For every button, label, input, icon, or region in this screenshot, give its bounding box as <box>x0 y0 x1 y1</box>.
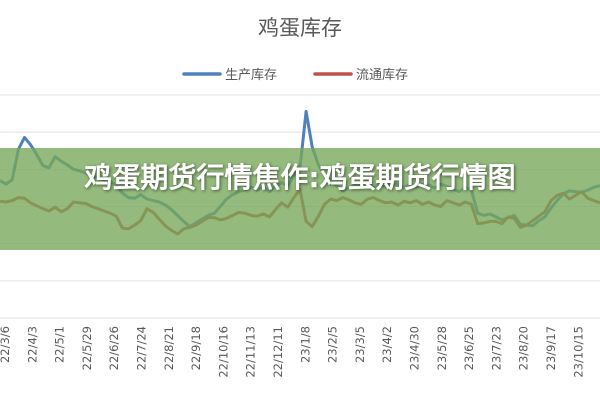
x-tick-label: 23/9/17 <box>544 326 558 370</box>
x-tick-label: 23/5/28 <box>435 326 449 370</box>
x-tick-label: 23/10/15 <box>571 326 585 378</box>
x-tick-label: 22/4/3 <box>25 326 39 363</box>
x-tick-label: 22/12/11 <box>271 326 285 378</box>
x-tick-label: 22/6/26 <box>107 326 121 370</box>
x-tick-label: 23/2/5 <box>326 326 340 363</box>
x-tick-label: 22/11/13 <box>244 326 258 378</box>
legend-label: 生产库存 <box>225 67 277 83</box>
x-tick-label: 22/8/21 <box>162 326 176 370</box>
x-tick-label: 23/11/12 <box>599 326 600 378</box>
legend-label: 流通库存 <box>356 67 408 83</box>
overlay-caption: 鸡蛋期货行情焦作:鸡蛋期货行情图 <box>84 161 516 194</box>
legend: 生产库存 流通库存 <box>182 67 408 83</box>
x-tick-label: 23/3/5 <box>353 326 367 363</box>
x-tick-label: 22/3/6 <box>0 326 12 363</box>
x-tick-label: 23/7/23 <box>489 326 503 370</box>
x-tick-label: 23/8/20 <box>517 326 531 370</box>
overlay-banner <box>0 148 600 250</box>
x-tick-label: 23/6/25 <box>462 326 476 370</box>
x-tick-label: 22/10/16 <box>216 326 230 378</box>
x-tick-label: 23/4/30 <box>408 326 422 370</box>
x-tick-label: 23/4/2 <box>380 326 394 363</box>
x-tick-label: 22/9/18 <box>189 326 203 370</box>
x-tick-label: 23/1/8 <box>298 326 312 363</box>
chart-title: 鸡蛋库存 <box>258 16 342 40</box>
x-tick-label: 22/5/29 <box>80 326 94 370</box>
x-tick-label: 22/5/1 <box>53 326 67 363</box>
x-axis-tick-labels: 22/3/6 22/4/3 22/5/1 22/5/29 22/6/26 22/7/24 2… <box>0 326 600 378</box>
x-tick-label: 22/7/24 <box>135 326 149 370</box>
